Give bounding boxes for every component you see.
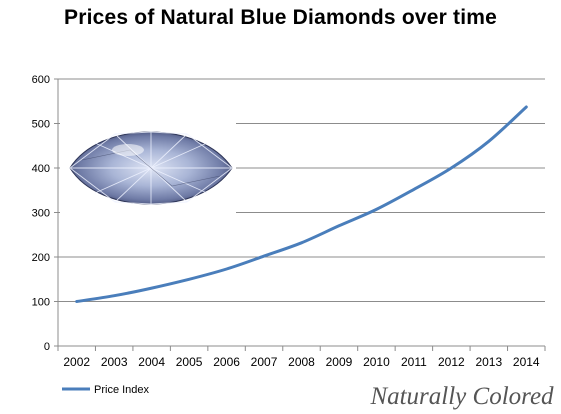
y-tick-label: 0 [44,341,50,353]
y-tick-label: 200 [32,252,50,264]
y-tick-label: 600 [32,74,50,86]
x-axis: 2002 2003 2004 2005 2006 2007 2008 2009 2010 2011… [57,345,546,369]
x-tick-label: 2006 [213,355,240,369]
x-tick-label: 2004 [138,355,165,369]
x-tick-label: 2011 [401,355,427,369]
x-tick-label: 2002 [63,355,90,369]
legend-label: Price Index [94,384,150,396]
x-tick-label: 2014 [513,355,540,369]
x-tick-label: 2012 [438,355,465,369]
x-tick-label: 2010 [363,355,390,369]
watermark-text: Naturally Colored [369,383,554,410]
x-tick-label: 2003 [101,355,128,369]
x-tick-label: 2013 [475,355,502,369]
series-line [75,105,528,303]
legend: Price Index [62,384,150,396]
chart-title: Prices of Natural Blue Diamonds over tim… [64,6,497,29]
x-tick-label: 2009 [326,355,353,369]
y-tick-label: 500 [32,119,50,131]
y-axis: 0 100 200 300 400 500 600 [32,74,59,353]
x-tick-label: 2005 [176,355,203,369]
y-tick-label: 100 [32,297,50,309]
y-tick-label: 300 [32,208,50,220]
x-tick-label: 2007 [251,355,278,369]
diamond-image [60,106,236,224]
gridlines [58,78,545,302]
x-tick-label: 2008 [288,355,315,369]
series-price-index [75,105,528,303]
y-tick-label: 400 [32,163,50,175]
